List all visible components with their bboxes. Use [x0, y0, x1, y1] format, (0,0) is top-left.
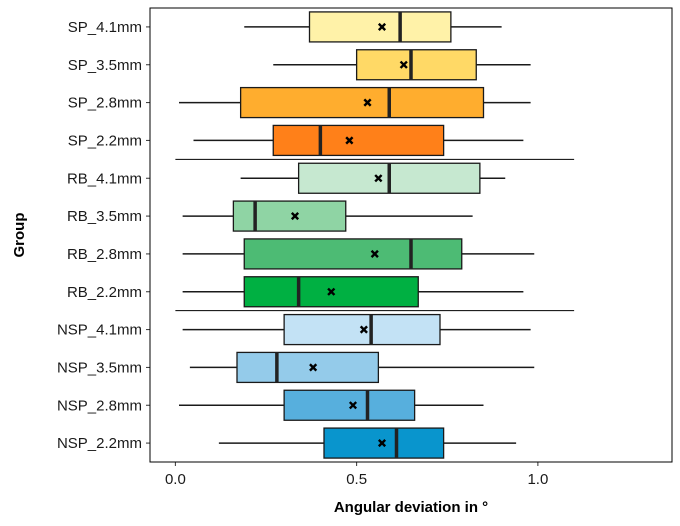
- x-tick-label: 1.0: [527, 471, 548, 488]
- box-rb-2-8mm: [182, 238, 535, 270]
- y-tick-label: SP_2.8mm: [68, 95, 142, 112]
- mean-marker-stroke: [359, 325, 368, 334]
- box-nsp-3-5mm: [189, 351, 535, 384]
- mean-marker-stroke: [377, 22, 387, 31]
- box-sp-3-5mm: [273, 49, 531, 81]
- iqr-box: [236, 351, 380, 384]
- y-tick-labels: SP_4.1mm SP_3.5mm SP_2.8mm SP_2.2mm RB_4.1mm…: [57, 19, 150, 452]
- box-rb-2-2mm: [182, 276, 524, 308]
- y-axis-title: Group: [11, 213, 28, 258]
- mean-marker-stroke: [363, 98, 372, 107]
- mean-marker-stroke: [290, 212, 300, 221]
- mean-marker-stroke: [370, 249, 379, 258]
- mean-marker: [327, 287, 336, 296]
- y-tick-label: NSP_3.5mm: [57, 359, 142, 376]
- box-nsp-2-8mm: [179, 389, 484, 421]
- mean-marker-stroke: [345, 136, 354, 145]
- iqr-box: [283, 313, 441, 346]
- y-tick-label: SP_4.1mm: [68, 19, 142, 36]
- box-rb-3-5mm: [182, 200, 473, 232]
- box-series: [179, 11, 535, 459]
- box-nsp-2-2mm: [218, 427, 517, 459]
- mean-marker: [345, 136, 354, 145]
- plot-panel-border: [149, 7, 673, 463]
- y-tick-label: NSP_4.1mm: [57, 322, 142, 339]
- mean-marker: [377, 22, 387, 31]
- box-sp-2-8mm: [179, 86, 531, 119]
- mean-marker-stroke: [348, 401, 358, 410]
- mean-marker: [359, 325, 368, 334]
- iqr-box: [232, 200, 347, 232]
- mean-marker: [377, 439, 387, 448]
- x-axis: 0.0 0.5 1.0: [165, 462, 548, 488]
- x-axis-title: Angular deviation in °: [334, 499, 488, 516]
- iqr-box: [243, 238, 463, 270]
- y-tick-label: RB_4.1mm: [67, 170, 142, 187]
- mean-marker: [363, 98, 372, 107]
- y-tick-label: RB_2.8mm: [67, 246, 142, 263]
- x-tick-label: 0.5: [346, 471, 367, 488]
- mean-marker-stroke: [309, 363, 318, 372]
- y-tick-label: NSP_2.2mm: [57, 435, 142, 452]
- y-tick-label: RB_2.2mm: [67, 284, 142, 301]
- box-sp-2-2mm: [193, 124, 524, 157]
- iqr-box: [323, 427, 445, 459]
- box-sp-4-1mm: [244, 11, 502, 43]
- y-tick-label: NSP_2.8mm: [57, 397, 142, 414]
- box-rb-4-1mm: [240, 162, 506, 194]
- iqr-box: [308, 11, 452, 43]
- mean-marker: [399, 60, 408, 69]
- mean-marker: [374, 174, 383, 183]
- iqr-box: [355, 49, 477, 81]
- iqr-box: [283, 389, 416, 421]
- box-nsp-4-1mm: [182, 313, 531, 346]
- y-tick-label: SP_3.5mm: [68, 57, 142, 74]
- mean-marker-stroke: [399, 60, 408, 69]
- mean-marker-stroke: [377, 439, 387, 448]
- iqr-box: [239, 86, 485, 119]
- y-tick-label: SP_2.2mm: [68, 132, 142, 149]
- iqr-box: [272, 124, 445, 157]
- y-tick-label: RB_3.5mm: [67, 208, 142, 225]
- mean-marker: [370, 249, 379, 258]
- group-separators: [175, 158, 575, 312]
- mean-marker: [290, 212, 300, 221]
- mean-marker-stroke: [374, 174, 383, 183]
- mean-marker-stroke: [327, 287, 336, 296]
- mean-marker: [348, 401, 358, 410]
- mean-marker: [309, 363, 318, 372]
- x-tick-label: 0.0: [165, 471, 186, 488]
